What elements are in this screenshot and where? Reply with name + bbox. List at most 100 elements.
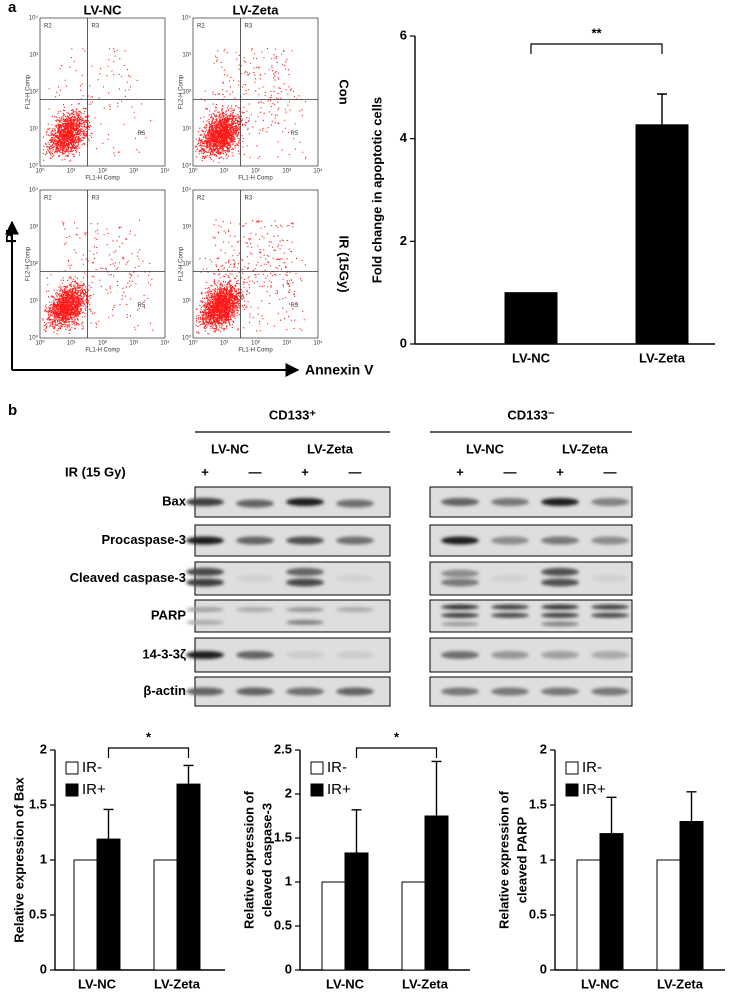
blot-band — [286, 651, 324, 659]
blot-background — [194, 599, 391, 633]
tick-label: 10³ — [182, 53, 191, 59]
panel-label: a — [8, 0, 17, 16]
y-axis-label: PI — [3, 229, 20, 243]
blot-band — [336, 651, 374, 659]
tick-label: 10² — [29, 90, 38, 96]
y-tick-label: 0.5 — [529, 906, 547, 921]
treatment-sign: — — [504, 464, 517, 479]
tick-label: 10⁰ — [35, 340, 45, 347]
region-label: R5 — [138, 131, 146, 137]
axis-label: FL2-H Comp — [179, 246, 185, 281]
blot-band — [441, 621, 479, 627]
axis-label: FL1-H Comp — [85, 348, 120, 354]
blot-strip — [186, 599, 391, 633]
significance-label: * — [146, 729, 152, 744]
region-label: R2 — [197, 24, 205, 30]
y-axis-label: Relative expression of Bax — [11, 777, 26, 943]
tick-label: 10¹ — [220, 169, 229, 175]
row-title: Con — [337, 79, 352, 104]
blot-band — [286, 607, 324, 613]
tick-label: 10² — [251, 169, 260, 175]
blot-strip — [429, 524, 633, 557]
plot-frame — [192, 17, 319, 167]
blot-band — [186, 578, 224, 587]
tick-label: 10³ — [29, 53, 38, 59]
blot-background — [429, 561, 633, 596]
blot-band — [441, 687, 479, 696]
blot-band — [236, 687, 274, 696]
error-bar — [183, 764, 194, 785]
blot-band — [441, 604, 479, 610]
legend-label: IR- — [82, 759, 102, 776]
x-tick-label: LV-NC — [512, 350, 551, 365]
x-axis-label: Annexin V — [305, 362, 374, 378]
blot-band — [336, 499, 374, 508]
tick-label: 10³ — [282, 169, 291, 175]
axis-label: FL1-H Comp — [85, 176, 120, 182]
blot-band — [591, 687, 629, 696]
region-label: R3 — [245, 24, 253, 30]
blot-strip — [429, 676, 633, 707]
y-tick-label: 1 — [540, 851, 547, 866]
bar — [599, 833, 624, 971]
blot-band — [336, 607, 374, 613]
line-label: LV-NC — [466, 441, 505, 456]
y-tick-label: 2.5 — [274, 741, 292, 756]
blot-band — [186, 567, 224, 576]
plot-frame — [39, 17, 166, 167]
line-label: LV-Zeta — [562, 441, 609, 456]
blot-band — [591, 536, 629, 545]
blot-band — [186, 498, 224, 506]
bar — [153, 859, 178, 971]
blot-band — [541, 604, 579, 610]
bar — [679, 821, 704, 971]
bar — [96, 838, 121, 971]
tick-label: 10¹ — [182, 299, 191, 305]
blot-strip — [186, 561, 391, 596]
treatment-sign: — — [249, 464, 262, 479]
tick-label: 10⁰ — [35, 168, 45, 175]
region-label: R3 — [92, 196, 100, 202]
tick-label: 10⁰ — [29, 163, 39, 170]
blot-strip — [186, 637, 391, 673]
legend-swatch — [565, 761, 579, 775]
blot-band — [541, 498, 579, 506]
blot-band — [236, 499, 274, 508]
blot-band — [591, 651, 629, 659]
x-tick-label: LV-Zeta — [639, 350, 686, 365]
x-tick-label: LV-NC — [581, 976, 620, 991]
tick-label: 10⁴ — [160, 168, 170, 175]
region-label: R5 — [138, 303, 146, 309]
blot-band — [186, 651, 224, 659]
blot-band — [186, 619, 224, 625]
y-tick-label: 0 — [540, 961, 547, 976]
error-bar — [686, 791, 697, 822]
error-bar — [657, 93, 667, 125]
y-tick-label: 0.5 — [274, 917, 292, 932]
region-label: R3 — [245, 196, 253, 202]
tick-label: 10¹ — [29, 299, 38, 305]
tick-label: 10¹ — [220, 341, 229, 347]
significance-bracket — [107, 747, 190, 758]
legend-swatch — [65, 783, 79, 797]
blot-band — [491, 687, 529, 696]
axis-label: FL2-H Comp — [179, 74, 185, 109]
bar — [504, 292, 558, 345]
blot-band — [441, 498, 479, 506]
bar — [401, 881, 426, 971]
blot-band — [286, 567, 324, 576]
blot-band — [441, 578, 479, 587]
bar — [576, 859, 601, 971]
y-tick-label: 0 — [285, 961, 292, 976]
axis-label: FL1-H Comp — [238, 176, 273, 182]
line-label: LV-Zeta — [307, 441, 354, 456]
tick-label: 10⁴ — [29, 187, 39, 194]
blot-strip — [186, 486, 391, 518]
x-tick-label: LV-NC — [78, 976, 117, 991]
bar — [176, 783, 201, 971]
error-bar — [606, 796, 617, 834]
treatment-sign: — — [604, 464, 617, 479]
